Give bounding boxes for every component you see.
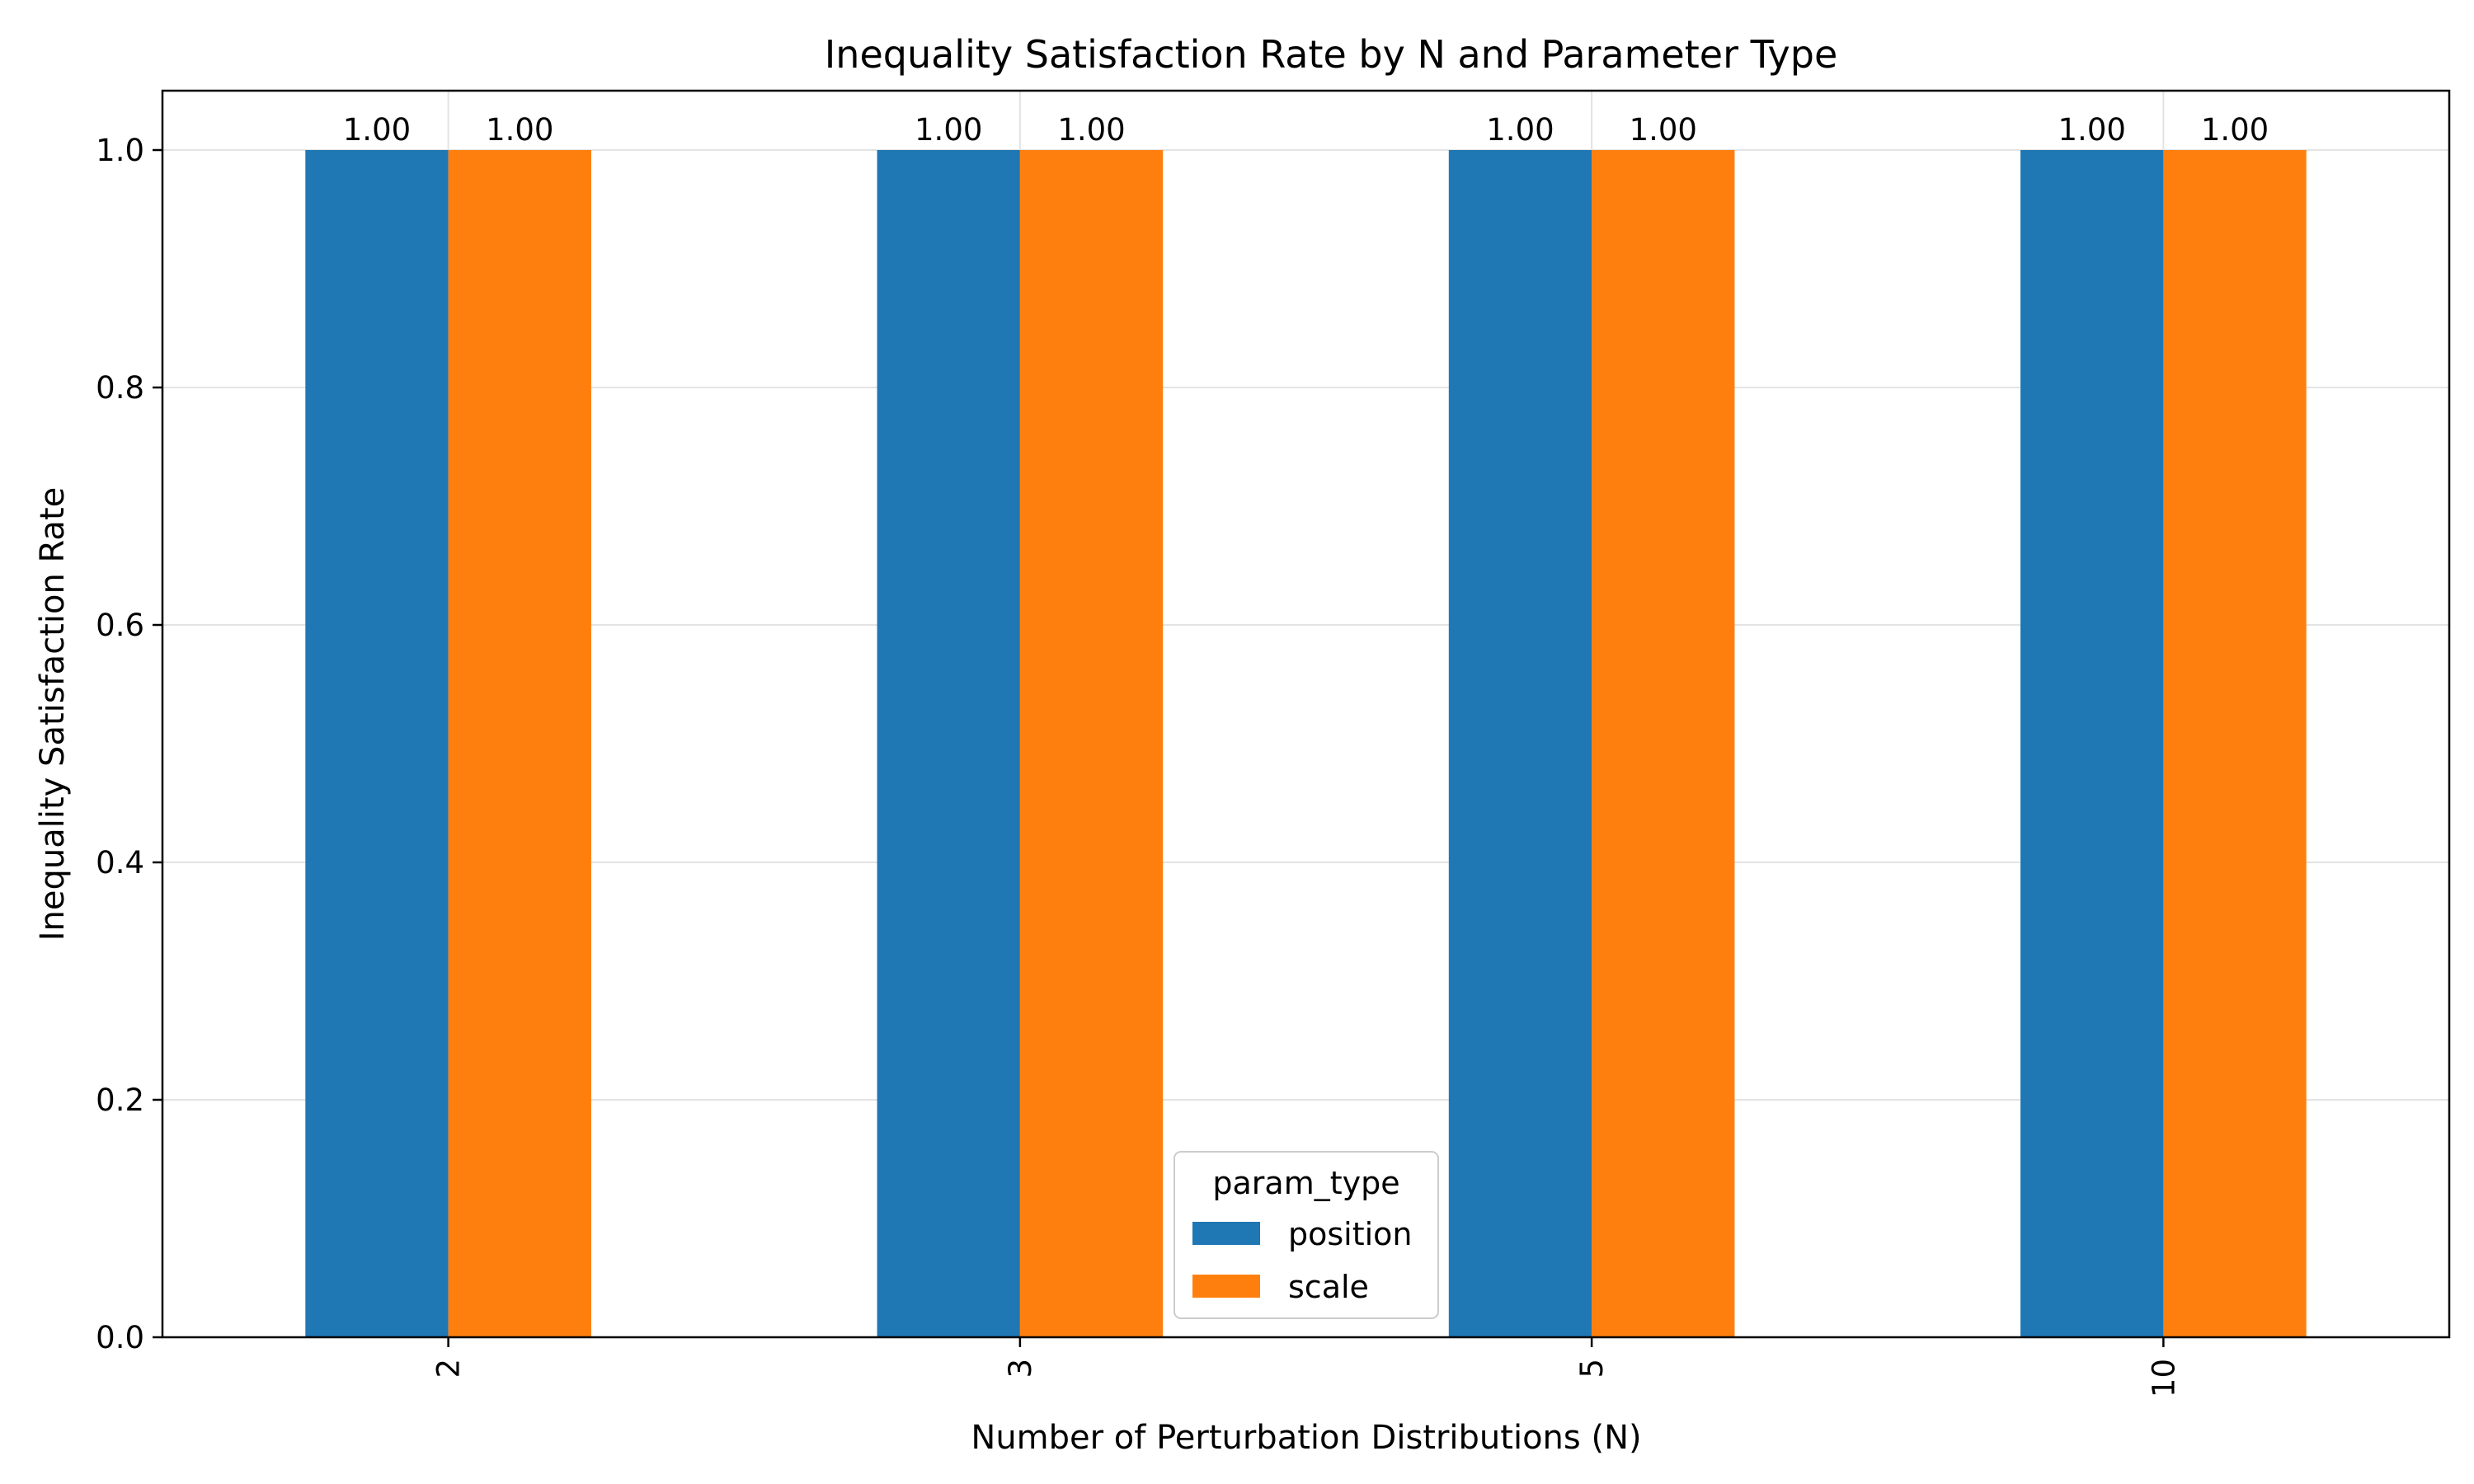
bar-scale-2	[448, 150, 591, 1337]
bar-labels: 1.00 1.00 1.00 1.00 1.00 1.00 1.00 1.00	[343, 112, 2269, 148]
legend-label-scale: scale	[1288, 1269, 1369, 1305]
legend-title: param_type	[1212, 1165, 1399, 1201]
y-axis-title: Inequality Satisfaction Rate	[34, 487, 72, 942]
legend-swatch-position	[1192, 1222, 1260, 1245]
y-tick-label: 0.2	[96, 1082, 144, 1118]
x-tick-label: 5	[1574, 1359, 1610, 1378]
bar-label-position-3: 1.00	[915, 112, 982, 148]
bar-label-scale-5: 1.00	[1630, 112, 1697, 148]
x-tick-label: 3	[1003, 1359, 1038, 1378]
legend: param_type position scale	[1174, 1151, 1439, 1319]
bar-scale-10	[2163, 150, 2307, 1337]
bar-label-position-10: 1.00	[2058, 112, 2126, 148]
bar-scale-3	[1019, 150, 1164, 1337]
bar-label-scale-2: 1.00	[486, 112, 553, 148]
y-tick-label: 0.4	[96, 845, 144, 881]
x-tick-label: 2	[431, 1359, 467, 1378]
bar-label-position-5: 1.00	[1486, 112, 1554, 148]
x-axis: 2 3 5 10	[431, 1337, 2181, 1397]
bar-position-3	[877, 150, 1020, 1337]
y-tick-label: 0.8	[96, 370, 144, 406]
bars	[305, 150, 2307, 1337]
legend-swatch-scale	[1192, 1275, 1260, 1298]
y-tick-label: 0.0	[96, 1320, 144, 1355]
bar-label-scale-10: 1.00	[2201, 112, 2269, 148]
y-tick-label: 0.6	[96, 608, 144, 643]
bar-position-5	[1448, 150, 1592, 1337]
bar-label-position-2: 1.00	[343, 112, 411, 148]
bar-scale-5	[1592, 150, 1735, 1337]
x-axis-title: Number of Perturbation Distributions (N)	[971, 1419, 1641, 1457]
chart-title: Inequality Satisfaction Rate by N and Pa…	[825, 32, 1838, 77]
bar-position-2	[305, 150, 449, 1337]
y-tick-label: 1.0	[96, 133, 144, 168]
legend-label-position: position	[1288, 1216, 1413, 1252]
bar-label-scale-3: 1.00	[1057, 112, 1125, 148]
bar-position-10	[2020, 150, 2164, 1337]
y-axis: 0.0 0.2 0.4 0.6 0.8 1.0	[96, 133, 162, 1355]
plot-frame	[161, 89, 2451, 1339]
x-tick-label: 10	[2146, 1359, 2181, 1397]
